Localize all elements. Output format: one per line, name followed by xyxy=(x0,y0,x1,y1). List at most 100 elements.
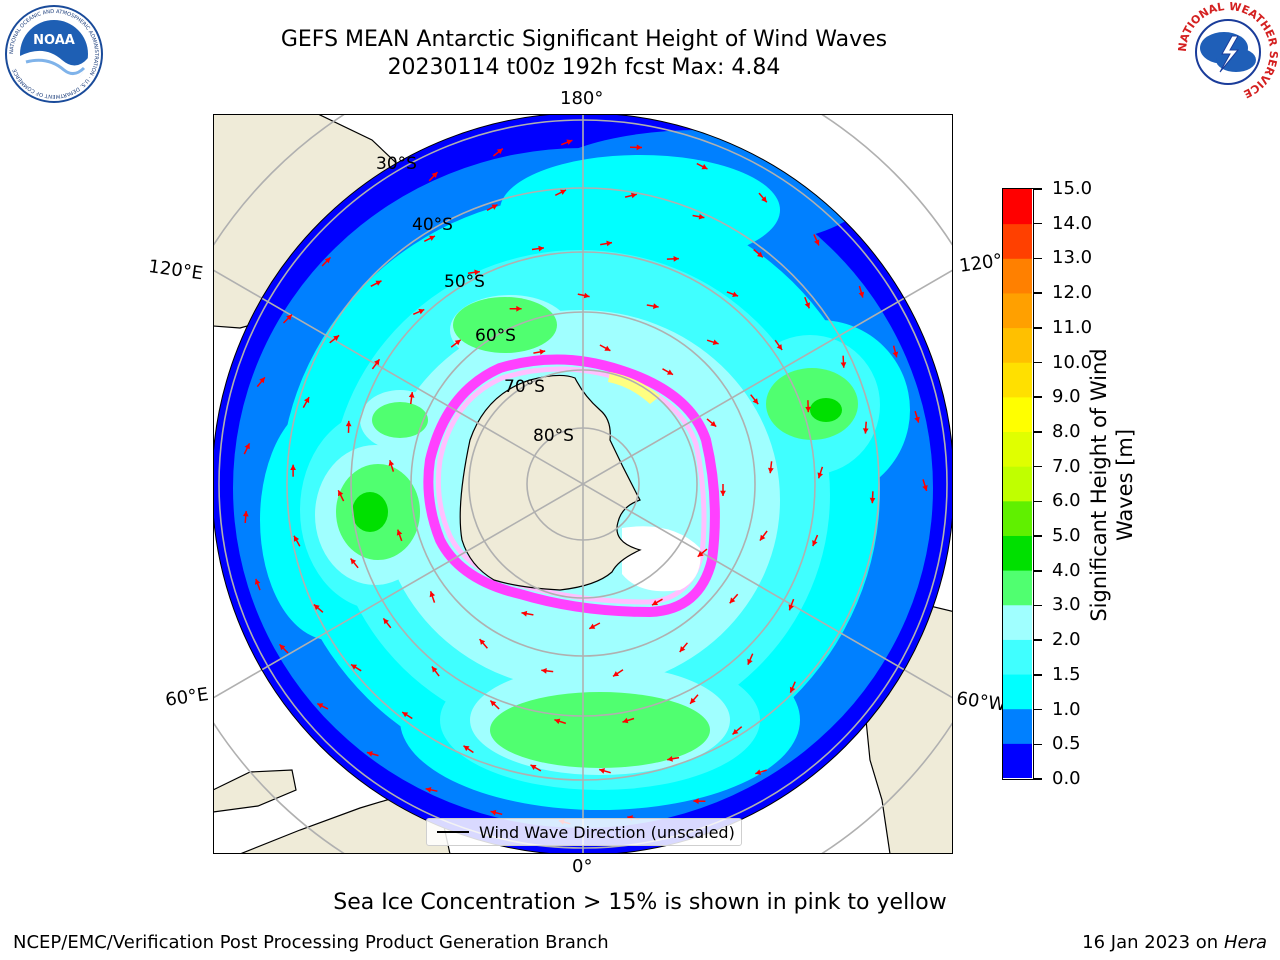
chart-title: GEFS MEAN Antarctic Significant Height o… xyxy=(280,27,888,52)
wave-arrow-head xyxy=(560,189,566,195)
wave-arrow-head xyxy=(474,269,480,276)
colorbar-tick-mark xyxy=(1034,431,1042,433)
wave-arrow-head xyxy=(768,467,774,474)
colorbar-swatch xyxy=(1003,674,1032,710)
nws-logo: NATIONAL WEATHER SERVICE xyxy=(1176,0,1280,102)
colorbar-tick-label: 10.0 xyxy=(1052,351,1093,373)
lon-label-120e: 120°E xyxy=(147,256,205,285)
colorbar-tick-label: 0.5 xyxy=(1052,733,1081,755)
wave-arrow-head xyxy=(636,144,642,151)
wave-arrow-head xyxy=(408,392,415,398)
wave-arrow-head xyxy=(429,591,436,598)
colorbar-label-line: Waves [m] xyxy=(1113,428,1137,542)
wave-arrow-head xyxy=(496,148,503,155)
colorbar-swatch xyxy=(1003,604,1032,640)
colorbar-label-line: Significant Height of Wind xyxy=(1087,348,1111,622)
wave-arrow-head xyxy=(431,666,438,673)
wave-arrow-head xyxy=(892,351,899,358)
wave-arrow-head xyxy=(242,511,249,517)
wave-arrow-head xyxy=(667,756,673,762)
colorbar-tick-mark xyxy=(1034,327,1042,329)
map-legend: Wind Wave Direction (unscaled) xyxy=(426,818,742,846)
colorbar-tick-mark xyxy=(1034,396,1042,398)
wave-arrow-head xyxy=(667,369,673,375)
wave-arrow-head xyxy=(530,764,537,770)
wave-arrow-head xyxy=(350,558,357,565)
wave-arrow-head xyxy=(710,421,717,427)
wave-arrow-head xyxy=(679,646,686,652)
wave-arrow-head xyxy=(761,196,767,203)
wave-arrow-head xyxy=(805,406,811,413)
colorbar-swatch xyxy=(1003,535,1032,571)
colorbar-tick-mark xyxy=(1034,465,1042,468)
colorbar-tick-mark xyxy=(1034,292,1042,294)
wave-arrow-head xyxy=(425,787,432,793)
colorbar-tick-mark xyxy=(1034,604,1042,607)
footer-date: 16 Jan 2023 on Hera xyxy=(1082,932,1267,953)
colorbar-swatch xyxy=(1003,466,1032,502)
wave-arrow-head xyxy=(712,339,719,345)
wave-arrow-head xyxy=(317,703,324,709)
wave-arrow-head xyxy=(697,551,704,557)
legend-label: Wind Wave Direction (unscaled) xyxy=(479,822,735,842)
wave-arrow-head xyxy=(294,535,300,542)
colorbar-swatch xyxy=(1003,500,1032,536)
colorbar-tick-label: 7.0 xyxy=(1052,455,1081,477)
colorbar-swatch xyxy=(1003,292,1032,329)
colorbar-swatch xyxy=(1003,639,1032,675)
wave-arrow-head xyxy=(862,428,869,434)
wave-arrow-head xyxy=(789,686,796,693)
lat-label-30s: 30°S xyxy=(376,154,417,174)
noaa-logo: NOAA NATIONAL OCEANIC AND ATMOSPHERIC AD… xyxy=(4,4,104,104)
wave-arrow-head xyxy=(693,798,699,804)
colorbar-tick-mark xyxy=(1034,257,1042,260)
wave-arrow-head xyxy=(817,472,823,479)
graticule xyxy=(214,115,952,853)
wave-arrow-head xyxy=(589,623,596,629)
wave-arrow-head xyxy=(375,280,382,286)
wave-arrow-head xyxy=(333,335,340,341)
colorbar-tick-mark xyxy=(1034,674,1042,676)
svg-text:NOAA: NOAA xyxy=(33,33,75,48)
wave-arrow-head xyxy=(732,728,739,735)
wave-arrow-head xyxy=(690,697,696,704)
wave-arrow-head xyxy=(338,490,344,497)
wave-arrow-head xyxy=(431,172,438,178)
colorbar-tick-label: 11.0 xyxy=(1052,316,1093,338)
wave-arrow-head xyxy=(539,349,546,355)
colorbar-tick-label: 1.5 xyxy=(1052,663,1081,685)
wave-arrow-head xyxy=(606,240,612,247)
wave-arrow-head xyxy=(388,460,395,467)
wave-arrow-head xyxy=(652,600,658,606)
wave-arrow-head xyxy=(490,700,497,707)
colorbar-swatch xyxy=(1003,258,1032,294)
wave-arrow-head xyxy=(729,597,736,604)
wave-arrow-head xyxy=(418,308,425,315)
colorbar-label: Significant Height of Wind Waves [m] xyxy=(1086,348,1138,621)
wind-wave-arrows xyxy=(242,139,928,825)
wave-arrow-head xyxy=(366,751,373,757)
wave-arrow-head xyxy=(538,245,544,252)
map-panel: 30°S 40°S 50°S 60°S 70°S 80°S xyxy=(213,114,953,854)
wave-arrow-head xyxy=(858,291,865,298)
colorbar-tick-mark xyxy=(1034,535,1042,537)
colorbar-swatch xyxy=(1003,223,1032,259)
wave-arrow-head xyxy=(463,745,470,752)
colorbar-tick-mark xyxy=(1034,743,1042,746)
colorbar-tick-label: 8.0 xyxy=(1052,420,1081,442)
colorbar-swatch xyxy=(1003,743,1032,778)
wave-arrow-head xyxy=(279,644,286,651)
wave-arrow-head xyxy=(673,256,679,262)
colorbar-tick-label: 0.0 xyxy=(1052,768,1081,789)
colorbar-tick-label: 9.0 xyxy=(1052,386,1081,408)
colorbar-tick-label: 14.0 xyxy=(1052,212,1093,234)
colorbar-tick-label: 5.0 xyxy=(1052,525,1081,547)
wave-arrow-head xyxy=(313,604,320,611)
wave-arrow-head xyxy=(566,139,573,145)
colorbar-tick-label: 12.0 xyxy=(1052,282,1093,304)
wave-arrow-head xyxy=(244,443,250,450)
colorbar-swatch xyxy=(1003,362,1032,398)
footer-credit: NCEP/EMC/Verification Post Processing Pr… xyxy=(13,932,609,953)
colorbar-tick-label: 3.0 xyxy=(1052,594,1081,616)
wave-arrow-head xyxy=(914,416,920,423)
